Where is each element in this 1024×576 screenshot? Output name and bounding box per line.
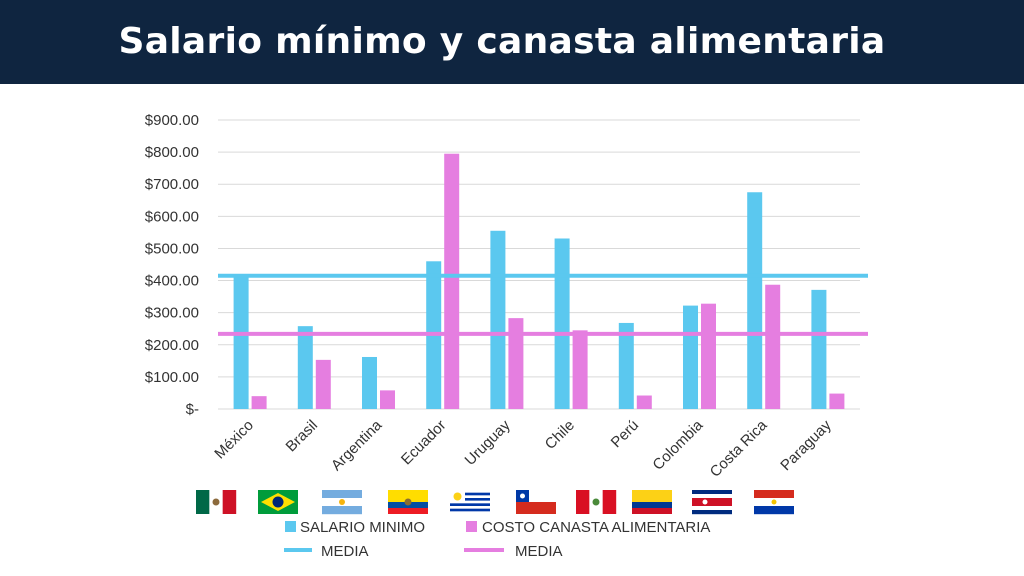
mean-lines [218, 273, 868, 336]
bar-salario-costa-rica [747, 192, 763, 409]
y-tick-label: $700.00 [145, 176, 199, 193]
page-title: Salario mínimo y canasta alimentaria [118, 21, 886, 62]
ecuador-flag-icon [388, 490, 428, 514]
x-tick-label: Ecuador [398, 417, 450, 469]
bar-salario-paraguay [811, 289, 827, 409]
y-axis-tick-labels: $- $100.00 $200.00 $300.00 $400.00 $500.00 $60… [145, 112, 199, 418]
legend-swatch-salario [285, 521, 296, 532]
x-tick-label: Chile [542, 417, 578, 453]
x-tick-label: Brasil [283, 417, 322, 456]
legend-label-media-salario: MEDIA [321, 543, 369, 560]
gridlines [218, 119, 860, 410]
x-axis-category-labels: México Brasil Argentina Ecuador Uruguay Chile… [211, 416, 835, 480]
bar-canasta-peru [636, 395, 652, 409]
y-tick-label: $500.00 [145, 240, 199, 257]
y-tick-label: $600.00 [145, 208, 199, 225]
chile-flag-icon [516, 490, 556, 514]
legend: SALARIO MINIMO COSTO CANASTA ALIMENTARIA M… [284, 519, 710, 560]
bars [233, 153, 845, 409]
bar-canasta-brasil [315, 359, 331, 409]
bar-salario-argentina [362, 356, 377, 409]
x-tick-label: Argentina [328, 416, 386, 474]
y-tick-label: $400.00 [145, 273, 199, 290]
bar-salario-peru [618, 322, 634, 409]
bar-canasta-ecuador [444, 153, 460, 409]
bar-canasta-uruguay [508, 318, 524, 409]
y-tick-label: $200.00 [145, 337, 199, 354]
brazil-flag-icon [258, 490, 298, 514]
bar-canasta-colombia [701, 303, 716, 409]
y-tick-label: $100.00 [145, 369, 199, 386]
x-tick-label: Paraguay [777, 416, 835, 474]
x-tick-label: Costa Rica [707, 416, 771, 480]
y-tick-label: $300.00 [145, 305, 199, 322]
bar-salario-chile [554, 238, 570, 409]
y-tick-label: $800.00 [145, 144, 199, 161]
bar-salario-mexico [233, 275, 249, 409]
x-tick-label: Uruguay [462, 416, 514, 468]
bar-canasta-costa-rica [765, 284, 781, 409]
bar-salario-colombia [683, 305, 698, 409]
country-flags [196, 490, 794, 515]
argentina-flag-icon [322, 490, 362, 515]
bar-canasta-argentina [380, 390, 395, 409]
x-tick-label: Colombia [649, 416, 706, 473]
legend-label-canasta: COSTO CANASTA ALIMENTARIA [482, 519, 710, 536]
y-tick-label: $- [186, 401, 199, 418]
bar-canasta-mexico [251, 396, 267, 409]
bar-chart: $- $100.00 $200.00 $300.00 $400.00 $500.00 $60… [145, 112, 868, 560]
x-tick-label: México [211, 417, 257, 463]
colombia-flag-icon [632, 490, 672, 514]
peru-flag-icon [576, 490, 617, 514]
bar-salario-uruguay [490, 230, 506, 409]
costa-rica-flag-icon [692, 490, 732, 515]
uruguay-flag-icon [450, 490, 490, 515]
legend-label-media-canasta: MEDIA [515, 543, 563, 560]
x-tick-label: Perú [608, 417, 642, 451]
bar-canasta-paraguay [829, 393, 845, 409]
y-tick-label: $900.00 [145, 112, 199, 129]
mexico-flag-icon [196, 490, 237, 514]
legend-label-salario: SALARIO MINIMO [300, 519, 425, 536]
title-banner: Salario mínimo y canasta alimentaria [0, 0, 1024, 84]
paraguay-flag-icon [754, 490, 794, 515]
bar-canasta-chile [572, 330, 588, 409]
legend-swatch-canasta [466, 521, 477, 532]
bar-salario-brasil [297, 326, 313, 409]
